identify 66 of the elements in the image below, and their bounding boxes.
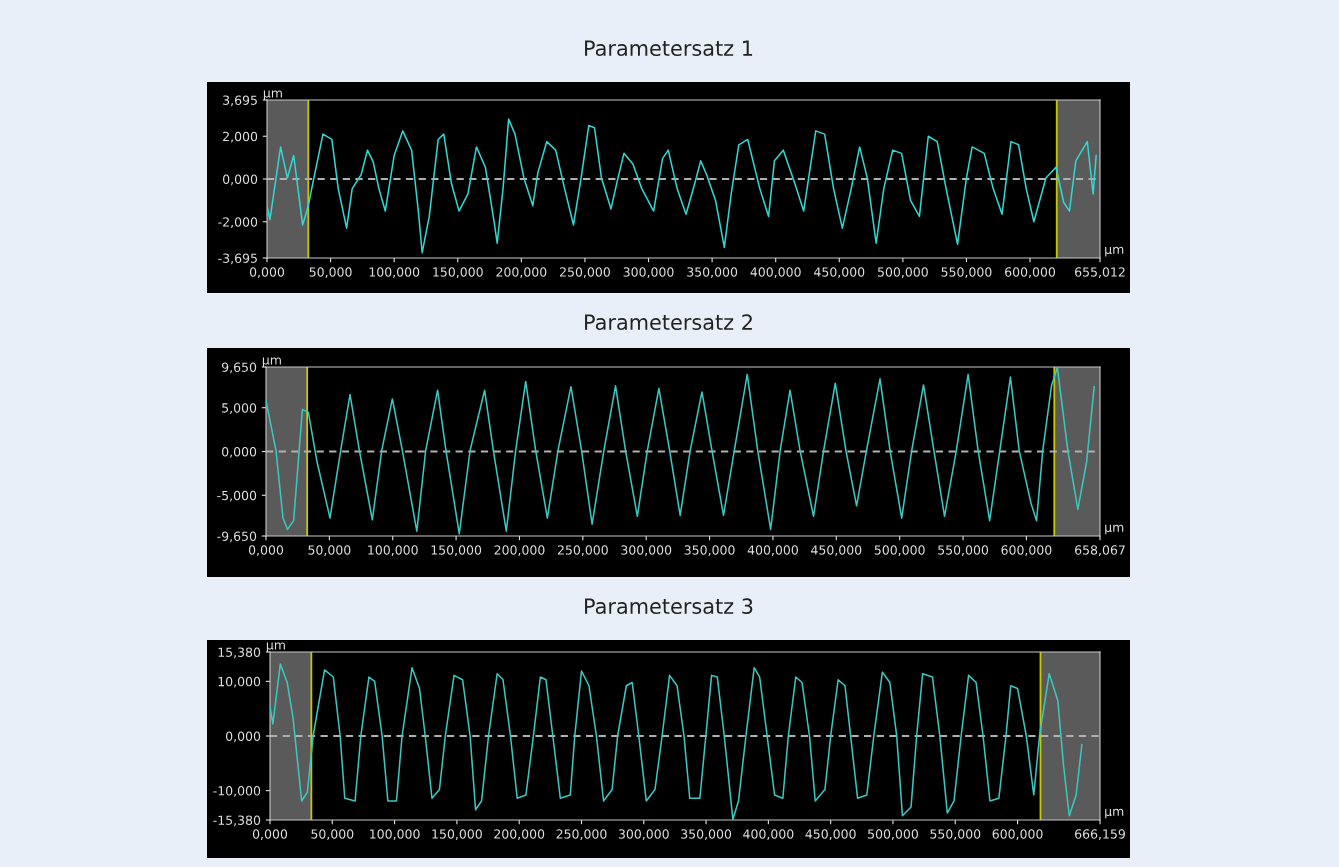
x-tick-label: 500,000 (877, 267, 928, 278)
x-axis-title: µm (1105, 524, 1124, 535)
x-tick-label: 100,000 (369, 267, 420, 278)
x-tick-label: 150,000 (433, 267, 483, 278)
y-tick-label: 0,000 (226, 731, 261, 743)
y-tick-label: 15,380 (218, 647, 261, 659)
x-tick-label: 600,000 (1005, 267, 1056, 278)
x-axis-title: µm (1105, 808, 1124, 819)
x-tick-label: 250,000 (560, 267, 610, 278)
x-tick-label: 50,000 (308, 545, 351, 556)
x-tick-label: 100,000 (368, 545, 418, 556)
y-tick-label: 0,000 (223, 174, 258, 186)
x-tick-label: 550,000 (941, 267, 992, 278)
x-tick-label: 400,000 (750, 267, 801, 278)
y-tick-label: 5,000 (222, 403, 257, 414)
x-tick-label: 658,067 (1075, 545, 1125, 556)
chart-title: Parametersatz 2 (585, 314, 752, 331)
x-tick-label: 450,000 (811, 545, 862, 556)
x-tick-label: 200,000 (494, 545, 545, 556)
x-tick-label: 0,000 (249, 267, 285, 278)
y-tick-label: -2,000 (218, 217, 258, 228)
x-tick-label: 50,000 (311, 829, 354, 840)
x-tick-label: 550,000 (938, 545, 989, 556)
x-tick-label: 400,000 (743, 829, 794, 840)
y-tick-label: 9,650 (221, 362, 257, 374)
x-tick-label: 400,000 (747, 545, 798, 556)
x-tick-label: 600,000 (1001, 545, 1052, 556)
y-tick-label: -3,695 (218, 253, 257, 265)
x-tick-label: 600,000 (992, 829, 1043, 840)
x-tick-label: 0,000 (252, 829, 288, 840)
x-tick-label: 550,000 (930, 829, 981, 840)
y-tick-label: 3,695 (223, 95, 257, 107)
x-tick-label: 450,000 (805, 829, 856, 840)
y-axis-title: µm (262, 357, 281, 367)
x-tick-label: 200,000 (496, 267, 547, 278)
x-tick-label: 250,000 (556, 829, 607, 840)
y-axis-title: µm (266, 642, 285, 652)
x-tick-label: 666,159 (1075, 829, 1125, 840)
x-tick-label: 150,000 (432, 829, 482, 840)
x-tick-label: 350,000 (684, 545, 735, 556)
x-tick-label: 100,000 (370, 829, 420, 840)
y-tick-label: -9,650 (217, 531, 257, 543)
y-tick-label: 10,000 (218, 676, 261, 688)
x-tick-label: 500,000 (874, 545, 925, 556)
y-tick-label: -10,000 (213, 786, 261, 797)
x-tick-label: 300,000 (621, 545, 672, 556)
y-tick-label: -5,000 (217, 490, 257, 502)
y-tick-label: 0,000 (222, 446, 257, 458)
x-tick-label: 50,000 (309, 267, 352, 278)
x-axis-title: µm (1105, 246, 1124, 257)
x-tick-label: 350,000 (687, 267, 738, 278)
x-tick-label: 350,000 (681, 829, 732, 840)
x-tick-label: 200,000 (494, 829, 545, 840)
x-tick-label: 250,000 (557, 545, 608, 556)
y-tick-label: -15,380 (213, 815, 261, 827)
x-tick-label: 150,000 (431, 545, 482, 556)
y-tick-label: 2,000 (223, 131, 258, 143)
x-tick-label: 300,000 (618, 829, 669, 840)
x-tick-label: 450,000 (814, 267, 865, 278)
x-tick-label: 300,000 (623, 267, 674, 278)
x-tick-label: 500,000 (868, 829, 918, 840)
chart-title: Parametersatz 3 (585, 598, 753, 615)
chart-title: Parametersatz 1 (585, 40, 753, 57)
x-tick-label: 0,000 (248, 545, 284, 556)
x-tick-label: 655,012 (1075, 267, 1125, 278)
y-axis-title: µm (263, 90, 282, 100)
